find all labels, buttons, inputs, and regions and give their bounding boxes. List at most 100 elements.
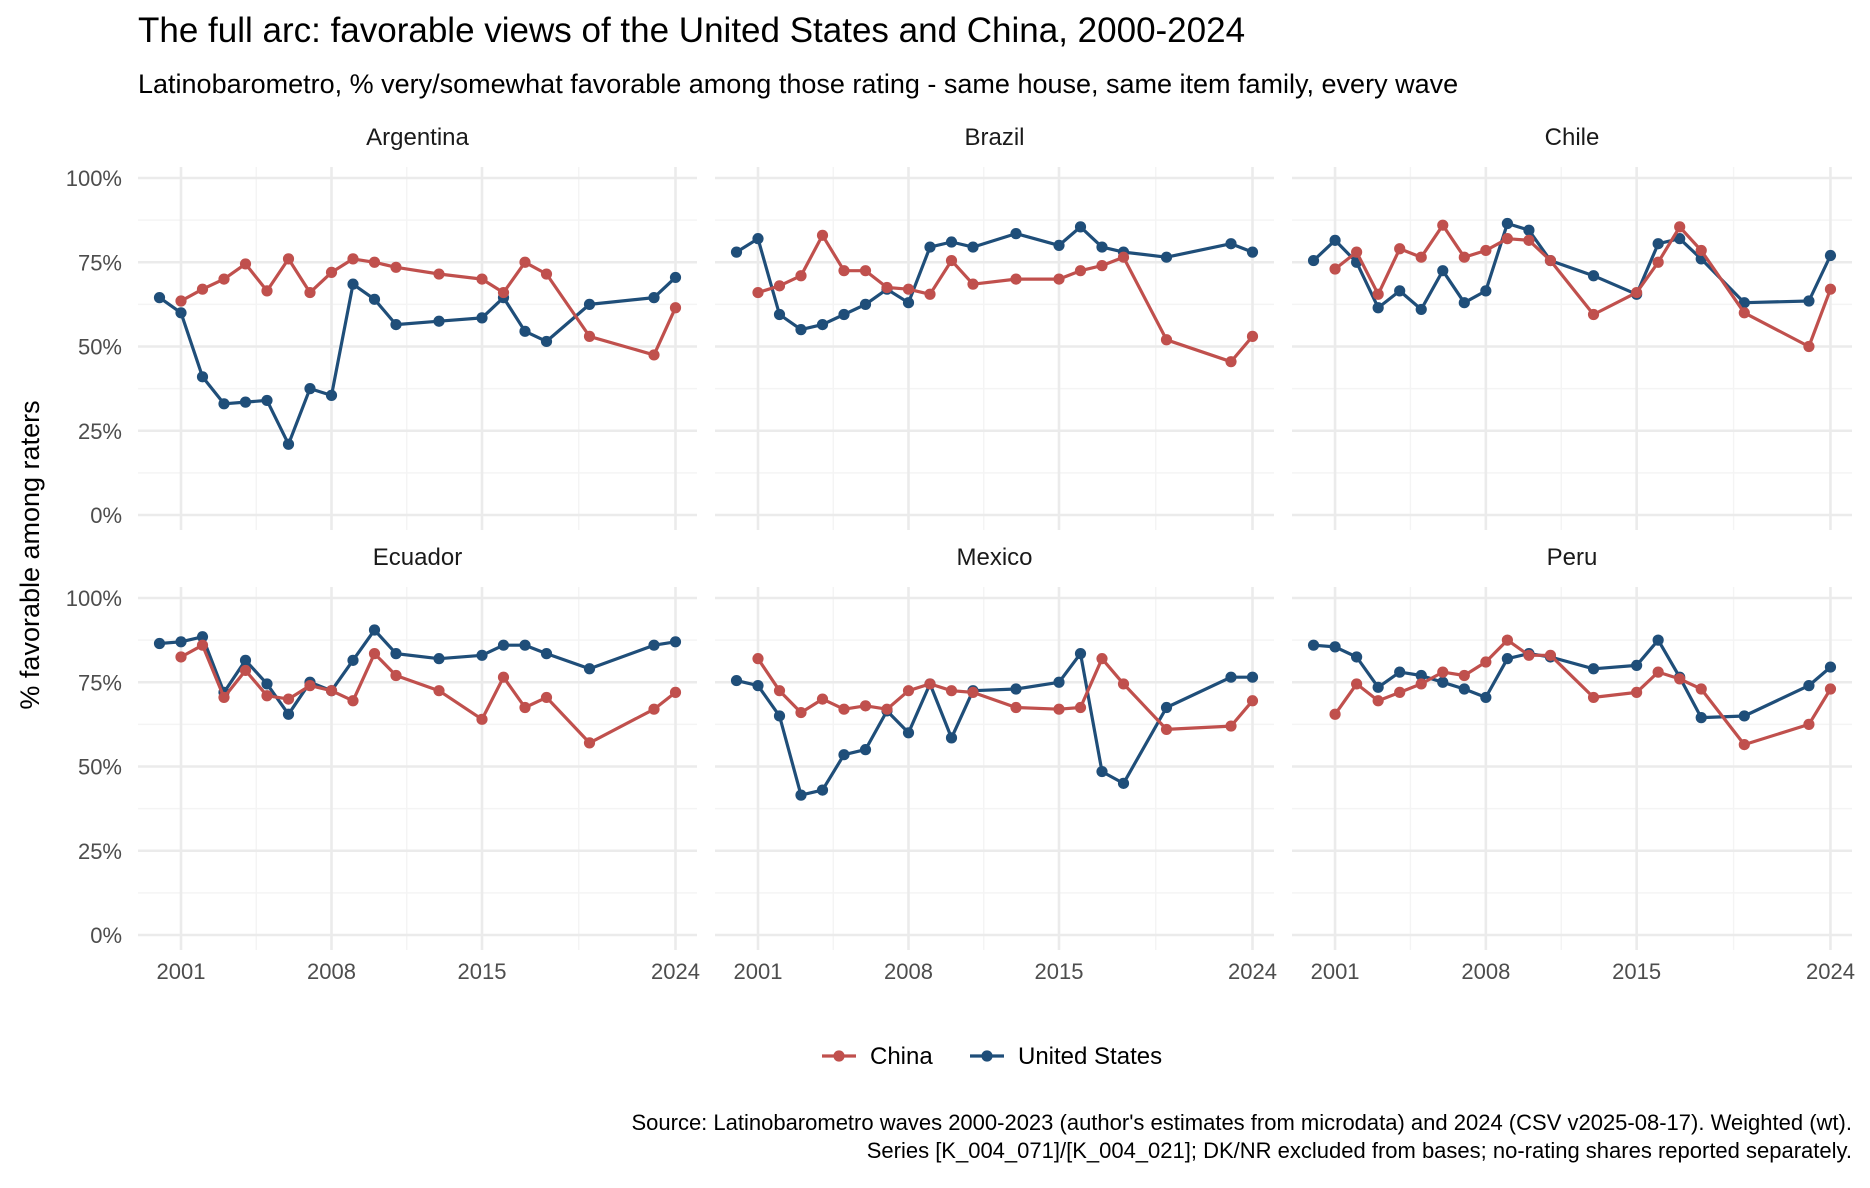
data-point-china (1652, 256, 1664, 268)
data-point-united-states (945, 236, 958, 248)
data-point-united-states (669, 271, 682, 284)
data-point-united-states (1010, 228, 1022, 240)
caption-line-1: Source: Latinobarometro waves 2000-2023 … (631, 1110, 1852, 1135)
data-point-china (347, 695, 359, 707)
data-point-china (390, 261, 402, 273)
data-point-china (433, 685, 445, 697)
data-point-united-states (648, 639, 660, 651)
data-point-united-states (1372, 681, 1384, 693)
facet-label-chile: Chile (1545, 124, 1600, 151)
data-point-united-states (859, 298, 872, 310)
data-point-china (218, 273, 230, 285)
x-tick-label: 2024 (1228, 959, 1277, 984)
data-point-china (175, 651, 187, 663)
data-point-china (1117, 678, 1130, 690)
data-point-china (648, 703, 660, 715)
data-point-china (239, 258, 252, 270)
data-point-united-states (540, 648, 553, 660)
y-tick-label: 0% (90, 923, 122, 948)
data-point-united-states (1160, 251, 1173, 263)
data-point-china (838, 703, 850, 715)
facet-label-argentina: Argentina (366, 124, 469, 151)
data-point-united-states (967, 241, 979, 253)
panel-brazil: Brazil (715, 124, 1274, 530)
data-point-united-states (1458, 297, 1470, 309)
data-point-united-states (1351, 651, 1363, 663)
data-point-china (967, 278, 979, 290)
data-point-united-states (1674, 233, 1686, 245)
facet-label-ecuador: Ecuador (373, 544, 462, 571)
data-point-united-states (730, 246, 743, 258)
data-point-united-states (304, 383, 316, 395)
data-point-united-states (1480, 691, 1492, 704)
data-point-united-states (325, 389, 338, 401)
data-point-china (304, 680, 316, 692)
y-tick-label: 0% (90, 503, 122, 528)
data-point-united-states (368, 624, 381, 636)
y-tick-label: 75% (78, 250, 122, 275)
data-point-china (1824, 683, 1837, 695)
data-point-united-states (347, 654, 359, 666)
data-point-china (1587, 308, 1600, 321)
data-point-united-states (1803, 295, 1815, 307)
y-tick-label: 50% (78, 755, 122, 780)
y-axis-label: % favorable among raters (15, 400, 45, 709)
data-point-united-states (1824, 661, 1837, 673)
data-point-united-states (1117, 777, 1130, 789)
series-line-china-argentina (179, 257, 678, 357)
data-point-united-states (795, 324, 807, 336)
data-point-united-states (261, 678, 273, 690)
data-point-china (497, 286, 510, 299)
data-point-united-states (1501, 217, 1513, 230)
data-point-china (902, 283, 915, 295)
data-point-china (924, 288, 936, 300)
facet-label-mexico: Mexico (956, 544, 1032, 571)
panel-mexico: Mexico 2001 2008 2015 2024 (715, 544, 1277, 984)
data-point-united-states (519, 325, 531, 337)
data-point-china (196, 639, 209, 651)
data-point-china (1437, 219, 1449, 231)
data-point-china (325, 685, 338, 697)
data-point-china (390, 669, 402, 682)
data-point-china (1160, 723, 1173, 736)
data-point-china (519, 701, 531, 714)
data-point-china (1351, 678, 1363, 690)
data-point-china (519, 256, 531, 268)
data-point-china (1372, 288, 1384, 300)
data-point-united-states (1010, 683, 1022, 695)
data-point-united-states (1652, 634, 1664, 646)
x-tick-label: 2008 (884, 959, 933, 984)
data-point-united-states (648, 292, 660, 304)
data-point-china (816, 693, 829, 705)
data-point-united-states (497, 639, 510, 651)
caption-line-2: Series [K_004_071]/[K_004_021]; DK/NR ex… (867, 1138, 1852, 1163)
data-point-china (1544, 254, 1557, 267)
data-point-china (1074, 265, 1087, 277)
data-point-united-states (1803, 680, 1815, 692)
data-point-united-states (196, 371, 209, 383)
data-point-china (1501, 634, 1513, 646)
data-point-united-states (1587, 270, 1600, 282)
data-point-united-states (1824, 249, 1837, 262)
data-point-united-states (1695, 712, 1707, 724)
panel-chile: Chile (1292, 124, 1852, 530)
data-point-united-states (390, 648, 402, 660)
data-point-china (239, 664, 252, 677)
data-point-united-states (1415, 303, 1427, 316)
data-point-united-states (1738, 710, 1750, 722)
data-point-united-states (1587, 663, 1600, 675)
data-point-united-states (1329, 641, 1341, 653)
data-point-china (1803, 340, 1815, 353)
data-point-united-states (261, 394, 273, 407)
data-point-china (433, 268, 445, 280)
data-point-united-states (282, 708, 295, 720)
data-point-united-states (175, 636, 187, 648)
x-tick-label: 2008 (1461, 959, 1510, 984)
data-point-united-states (1738, 297, 1750, 309)
data-point-united-states (1329, 234, 1341, 246)
x-tick-label: 2024 (651, 959, 700, 984)
data-point-united-states (583, 298, 596, 310)
data-point-united-states (1480, 285, 1492, 297)
data-point-china (1096, 260, 1108, 272)
